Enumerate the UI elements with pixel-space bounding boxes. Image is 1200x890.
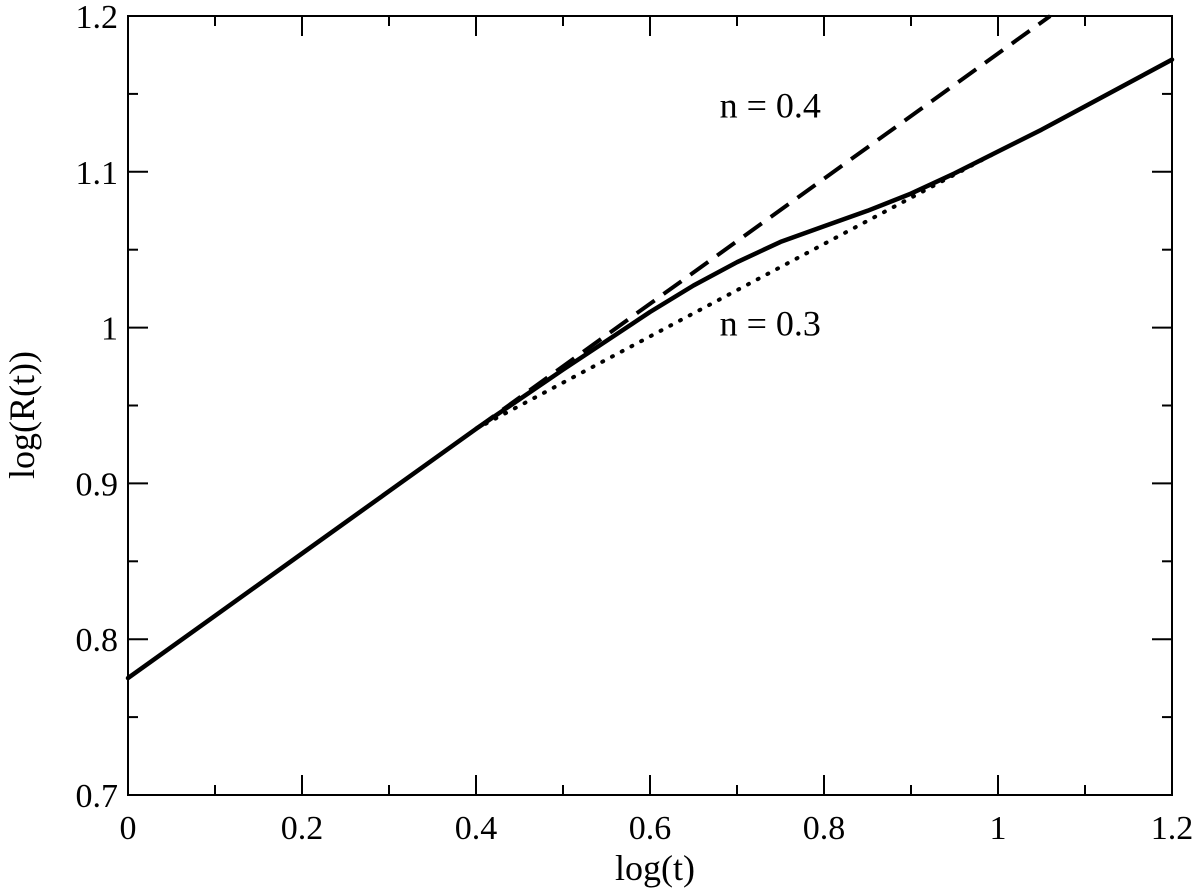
x-tick-label: 0.6 [629, 810, 672, 847]
y-axis-label: log(R(t)) [2, 351, 42, 479]
y-tick-label: 1.2 [76, 0, 119, 36]
series-line-solid [125, 57, 1175, 681]
y-tick-label: 0.9 [76, 466, 119, 503]
x-tick-label: 1.2 [1151, 810, 1194, 847]
y-tick-label: 1.1 [76, 155, 119, 192]
annotation-label: n = 0.4 [720, 85, 821, 125]
x-axis-label: log(t) [615, 848, 695, 888]
y-tick-label: 1 [101, 311, 118, 348]
annotation-layer: n = 0.4 n = 0.3 [720, 85, 821, 343]
x-tick-label: 1 [990, 810, 1007, 847]
x-tick-label: 0 [120, 810, 137, 847]
y-tick-label: 0.8 [76, 622, 119, 659]
series-layer [125, 14, 1175, 681]
series-line-dashed [474, 14, 1052, 431]
axis-ticks [127, 15, 1173, 796]
annotation-label: n = 0.3 [720, 303, 821, 343]
plot-frame [127, 15, 1173, 796]
series-line-dotted [474, 149, 1000, 431]
y-tick-label: 0.7 [76, 778, 119, 815]
x-tick-label: 0.2 [281, 810, 324, 847]
x-tick-label: 0.8 [803, 810, 846, 847]
x-tick-label: 0.4 [455, 810, 498, 847]
plot-border [127, 15, 1173, 796]
tick-labels: 0 0.2 0.4 0.6 0.8 1 1.2 0.7 0.8 0.9 1 1.1 1.2 [76, 0, 1194, 847]
